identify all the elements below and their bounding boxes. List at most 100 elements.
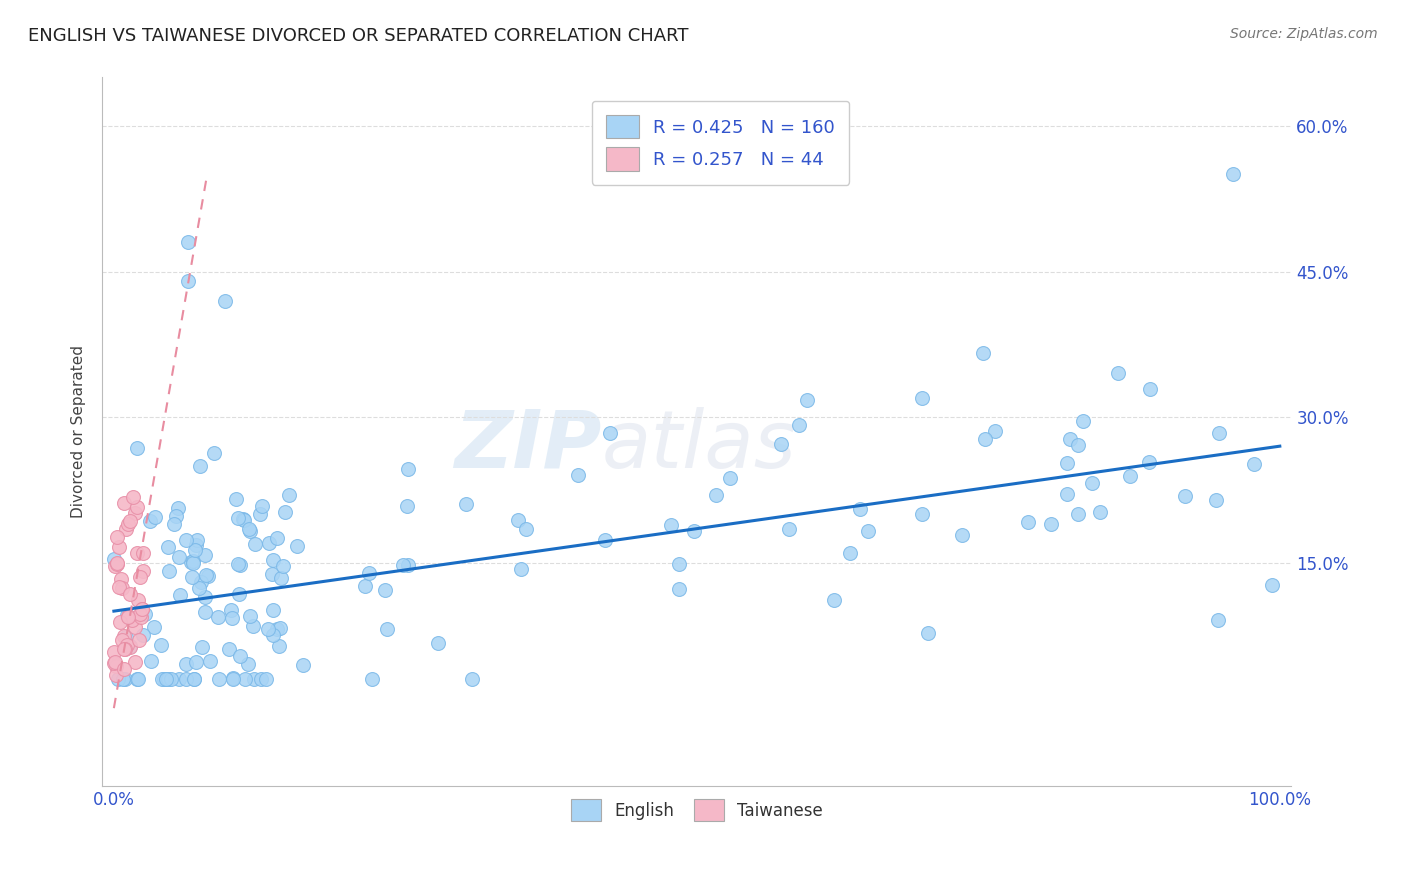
Point xyxy=(117,610,139,624)
Point xyxy=(194,548,217,562)
Point xyxy=(177,235,200,250)
Point xyxy=(1056,487,1078,501)
Point xyxy=(823,593,845,607)
Point xyxy=(214,293,236,308)
Point xyxy=(124,506,146,520)
Point xyxy=(111,581,134,595)
Point xyxy=(134,607,156,621)
Point xyxy=(262,566,284,581)
Y-axis label: Divorced or Separated: Divorced or Separated xyxy=(72,345,86,518)
Point xyxy=(128,607,150,621)
Point xyxy=(121,613,143,627)
Point xyxy=(917,626,939,640)
Point xyxy=(509,562,531,576)
Point xyxy=(108,580,131,594)
Point xyxy=(110,573,132,587)
Point xyxy=(238,522,260,536)
Point xyxy=(208,672,231,686)
Point xyxy=(682,524,704,538)
Point xyxy=(972,346,994,360)
Point xyxy=(1222,168,1244,182)
Point xyxy=(131,602,153,616)
Point xyxy=(103,656,125,670)
Point xyxy=(117,517,139,532)
Point xyxy=(354,579,377,593)
Point xyxy=(270,571,292,585)
Point xyxy=(111,633,134,648)
Point xyxy=(983,424,1005,438)
Point xyxy=(266,622,288,636)
Point xyxy=(122,491,145,505)
Point xyxy=(242,619,264,633)
Point xyxy=(176,533,198,547)
Point xyxy=(1018,515,1040,529)
Point xyxy=(138,514,160,528)
Point xyxy=(1205,492,1227,507)
Point xyxy=(974,432,997,446)
Point xyxy=(183,672,205,686)
Point xyxy=(107,541,129,555)
Point xyxy=(232,513,254,527)
Point xyxy=(118,640,141,654)
Point xyxy=(706,488,728,502)
Point xyxy=(183,672,205,686)
Point xyxy=(190,640,212,654)
Point xyxy=(911,391,934,405)
Point xyxy=(127,672,149,686)
Point xyxy=(115,638,138,652)
Point xyxy=(198,655,221,669)
Point xyxy=(105,668,128,682)
Point xyxy=(257,536,280,550)
Point xyxy=(110,615,132,629)
Point xyxy=(392,558,415,573)
Point xyxy=(127,672,149,686)
Point xyxy=(375,622,398,636)
Point xyxy=(1073,414,1095,428)
Point xyxy=(787,418,810,433)
Point xyxy=(141,654,163,668)
Point xyxy=(112,496,135,510)
Point xyxy=(238,657,260,672)
Point xyxy=(118,639,141,653)
Point xyxy=(120,515,142,529)
Point xyxy=(150,672,173,686)
Point xyxy=(132,564,155,578)
Point xyxy=(226,557,249,571)
Point xyxy=(262,603,284,617)
Point xyxy=(186,655,208,669)
Point xyxy=(1118,468,1140,483)
Text: atlas: atlas xyxy=(602,407,796,484)
Point xyxy=(950,528,973,542)
Point xyxy=(163,516,186,531)
Point xyxy=(103,552,125,566)
Point xyxy=(396,462,419,476)
Point xyxy=(668,582,690,596)
Point xyxy=(186,533,208,548)
Point xyxy=(190,575,212,590)
Point xyxy=(125,441,148,455)
Point xyxy=(1059,432,1081,446)
Point xyxy=(149,638,172,652)
Text: ZIP: ZIP xyxy=(454,407,602,484)
Point xyxy=(359,566,381,581)
Point xyxy=(127,500,149,514)
Point xyxy=(112,663,135,677)
Point xyxy=(181,554,204,568)
Point xyxy=(1173,489,1195,503)
Point xyxy=(184,543,207,558)
Point xyxy=(222,672,245,686)
Point xyxy=(221,610,243,624)
Point xyxy=(396,500,419,514)
Point xyxy=(243,672,266,686)
Point xyxy=(1067,507,1090,521)
Point xyxy=(233,672,256,686)
Point xyxy=(105,529,128,543)
Point xyxy=(1088,505,1111,519)
Point xyxy=(107,672,129,686)
Point xyxy=(143,510,166,524)
Point xyxy=(153,672,176,686)
Point xyxy=(124,655,146,669)
Point xyxy=(508,513,530,527)
Point xyxy=(1107,366,1129,380)
Point xyxy=(104,558,127,573)
